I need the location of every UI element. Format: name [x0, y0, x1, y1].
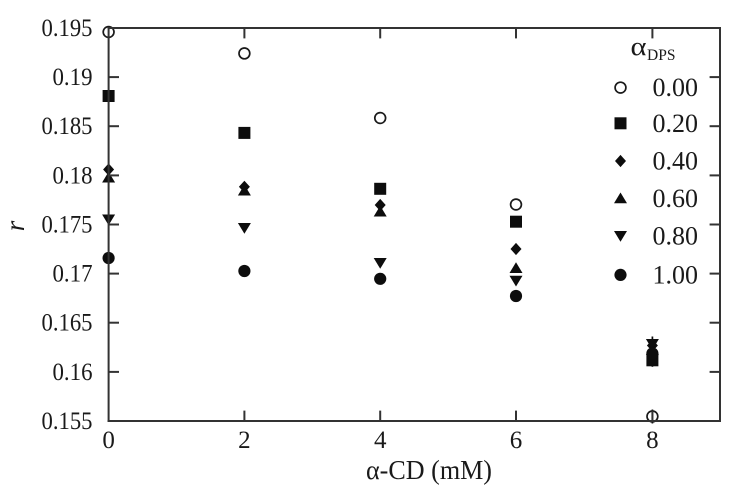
svg-text:0.00: 0.00 — [653, 73, 699, 102]
svg-text:0.175: 0.175 — [42, 212, 93, 239]
svg-text:0.195: 0.195 — [42, 15, 93, 42]
svg-text:0: 0 — [102, 427, 115, 454]
svg-text:0.155: 0.155 — [42, 408, 93, 435]
svg-text:0.16: 0.16 — [53, 359, 93, 386]
svg-text:0.17: 0.17 — [53, 261, 93, 288]
svg-text:4: 4 — [374, 427, 387, 454]
svg-text:0.40: 0.40 — [653, 147, 699, 176]
svg-text:6: 6 — [510, 427, 523, 454]
svg-text:0.165: 0.165 — [42, 310, 93, 337]
svg-text:0.60: 0.60 — [653, 184, 699, 213]
svg-text:0.185: 0.185 — [42, 113, 93, 140]
svg-text:0.18: 0.18 — [53, 162, 93, 189]
svg-text:0.19: 0.19 — [53, 64, 93, 91]
svg-text:0.80: 0.80 — [653, 222, 699, 251]
svg-text:α-CD (mM): α-CD (mM) — [366, 455, 492, 485]
svg-text:0.20: 0.20 — [653, 109, 699, 138]
svg-text:2: 2 — [238, 427, 251, 454]
svg-text:DPS: DPS — [647, 47, 675, 64]
svg-text:1.00: 1.00 — [653, 261, 699, 290]
svg-text:α: α — [631, 32, 647, 61]
svg-text:8: 8 — [646, 427, 659, 454]
svg-text:r: r — [0, 220, 30, 231]
